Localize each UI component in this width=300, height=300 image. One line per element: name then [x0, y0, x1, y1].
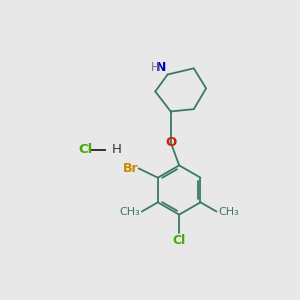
Text: CH₃: CH₃ — [218, 207, 239, 217]
Text: H: H — [111, 143, 121, 157]
Text: O: O — [165, 136, 176, 149]
Text: N: N — [156, 61, 166, 74]
Text: Cl: Cl — [172, 234, 186, 247]
Text: CH₃: CH₃ — [119, 207, 140, 217]
Text: Br: Br — [123, 162, 139, 175]
Text: Cl: Cl — [78, 143, 92, 157]
Text: H: H — [150, 61, 159, 74]
